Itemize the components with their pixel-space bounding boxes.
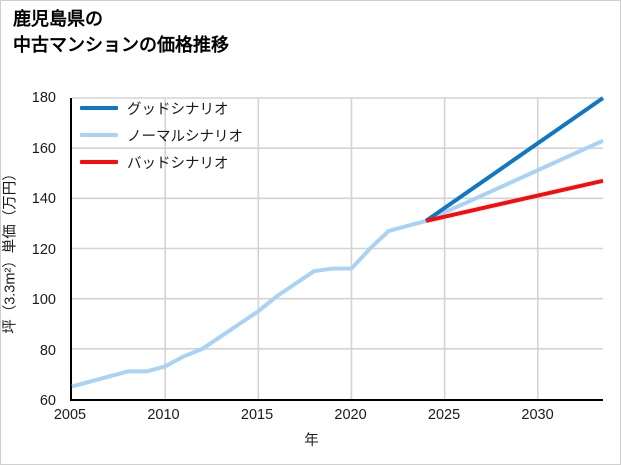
legend-label: バッドシナリオ bbox=[127, 155, 229, 172]
chart-title: 鹿児島県の 中古マンションの価格推移 bbox=[13, 9, 229, 55]
legend-color-swatch bbox=[80, 133, 118, 137]
legend-label: グッドシナリオ bbox=[127, 101, 229, 118]
x-axis-label: 年 bbox=[304, 433, 319, 449]
x-axis-tick-label: 2010 bbox=[147, 407, 180, 423]
y-axis-tick-label: 140 bbox=[31, 191, 56, 207]
legend-color-swatch bbox=[80, 160, 118, 164]
legend-entry[interactable]: バッドシナリオ bbox=[80, 153, 243, 172]
series-line bbox=[71, 138, 604, 389]
x-axis-tick-label: 2015 bbox=[240, 407, 274, 423]
series-line bbox=[425, 178, 604, 223]
legend-label: ノーマルシナリオ bbox=[127, 128, 243, 145]
chart-legend: グッドシナリオ ノーマルシナリオ バッドシナリオ bbox=[80, 95, 243, 172]
gridlines bbox=[72, 97, 603, 399]
series-line bbox=[424, 96, 605, 223]
x-axis-tick-label: 2020 bbox=[334, 407, 367, 423]
y-axis-tick-label: 160 bbox=[31, 140, 56, 157]
x-axis-tick-label: 2030 bbox=[521, 407, 554, 423]
x-axis-tick-label: 2025 bbox=[427, 407, 461, 423]
legend-entry[interactable]: グッドシナリオ bbox=[80, 99, 243, 118]
y-axis-tick-label: 180 bbox=[31, 90, 56, 106]
legend-entry[interactable]: ノーマルシナリオ bbox=[80, 126, 243, 145]
data-series-layer bbox=[71, 96, 605, 389]
y-axis-tick-label: 120 bbox=[31, 241, 56, 258]
x-axis-tick-label: 2005 bbox=[53, 407, 87, 423]
y-axis-tick-label: 100 bbox=[31, 292, 56, 308]
plot-area bbox=[70, 96, 605, 401]
y-axis-tick-label: 60 bbox=[39, 393, 56, 409]
legend-color-swatch bbox=[80, 106, 118, 110]
y-axis-tick-label: 80 bbox=[39, 342, 56, 359]
